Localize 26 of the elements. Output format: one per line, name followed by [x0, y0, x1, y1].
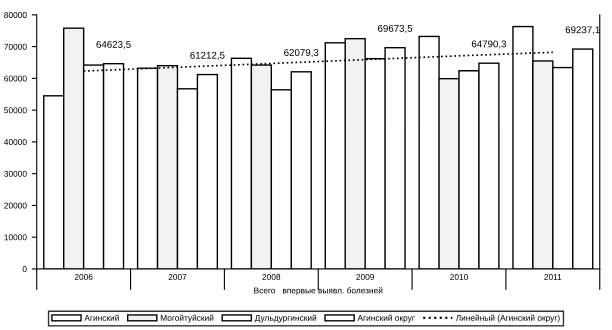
- legend-label: Агинский: [84, 314, 119, 321]
- data-label: 64623,5: [96, 40, 131, 50]
- legend-label: Агинский округ: [358, 314, 415, 322]
- y-tick-label: 60000: [4, 76, 27, 82]
- y-tick-label: 50000: [4, 107, 27, 114]
- x-tick-label: 2007: [168, 274, 186, 280]
- legend-label: Могойтуйский: [160, 314, 214, 322]
- data-label: 62079,3: [284, 49, 318, 58]
- y-tick-label: 10000: [4, 234, 27, 240]
- y-tick-label: 40000: [4, 139, 27, 145]
- y-tick-label: 30000: [4, 170, 27, 177]
- x-tick-label: 2008: [262, 274, 280, 280]
- y-tick-label: 70000: [4, 44, 27, 50]
- data-label: 61212,5: [190, 52, 225, 60]
- legend-label: Линейный (Агинский округ): [456, 314, 560, 322]
- x-axis-title: Всего впервые выявл. болезней: [254, 287, 382, 296]
- x-tick-label: 2006: [74, 274, 93, 280]
- y-tick-label: 0: [22, 266, 27, 272]
- legend-label: Дульдургинский: [254, 314, 316, 322]
- x-tick-label: 2010: [450, 274, 468, 280]
- x-tick-label: 2011: [544, 274, 562, 280]
- y-tick-label: 80000: [4, 12, 27, 18]
- data-label: 64790,3: [472, 40, 506, 48]
- data-label: 69673,5: [378, 24, 412, 33]
- x-tick-label: 2009: [356, 274, 374, 280]
- y-tick-label: 20000: [4, 202, 27, 209]
